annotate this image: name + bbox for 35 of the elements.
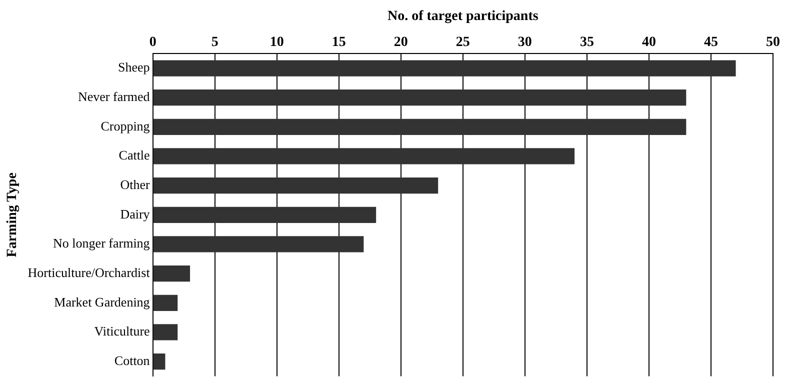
x-tick-label: 15 — [332, 34, 346, 50]
y-tick-label: Cattle — [118, 148, 150, 163]
y-tick-label: Cropping — [100, 118, 150, 134]
y-axis-title: Farming Type — [5, 172, 20, 258]
x-tick-label: 30 — [518, 34, 532, 50]
y-tick-label: Sheep — [118, 60, 150, 75]
bar — [153, 178, 438, 194]
bar — [153, 118, 686, 135]
y-tick-label: Market Gardening — [54, 294, 150, 310]
bar — [153, 90, 686, 106]
x-tick-label: 10 — [270, 34, 284, 50]
y-tick-label: No longer farming — [53, 236, 150, 251]
x-tick-label: 45 — [704, 34, 718, 50]
bar — [153, 148, 575, 164]
x-tick-label: 50 — [766, 34, 780, 50]
y-tick-label: Never farmed — [78, 89, 150, 104]
bar — [153, 294, 178, 311]
bar — [153, 236, 364, 252]
bar — [153, 206, 376, 223]
y-tick-label: Cotton — [114, 352, 150, 368]
x-tick-label: 20 — [394, 34, 408, 50]
y-tick-label: Viticulture — [94, 324, 150, 339]
x-tick-label: 25 — [456, 34, 470, 50]
y-tick-label: Other — [120, 176, 150, 192]
y-tick-label: Dairy — [120, 206, 150, 222]
x-tick-label: 40 — [642, 34, 656, 50]
x-tick-label: 35 — [580, 34, 594, 50]
bar — [153, 265, 190, 282]
x-tick-label: 0 — [149, 34, 156, 50]
bar — [153, 60, 736, 76]
bar — [153, 324, 178, 340]
y-tick-label: Horticulture/Orchardist — [28, 264, 150, 280]
x-tick-label: 5 — [211, 34, 218, 50]
x-axis-title: No. of target participants — [387, 9, 539, 24]
bar — [153, 353, 166, 370]
